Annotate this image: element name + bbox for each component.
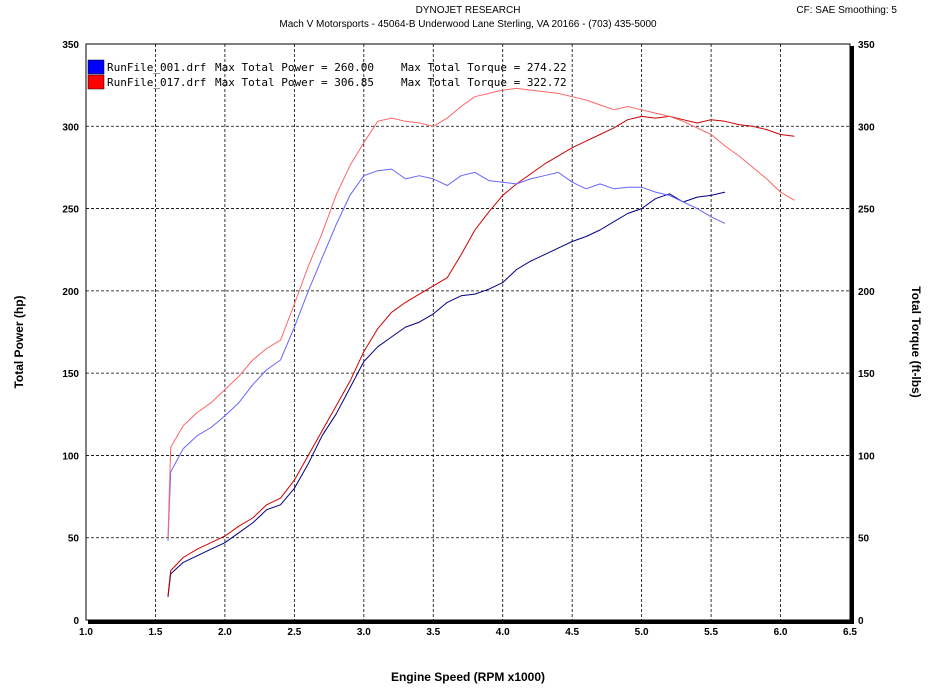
x-tick-label-6: 4.0 (496, 627, 510, 638)
x-tick-label-7: 4.5 (565, 627, 579, 638)
legend-file-run001: RunFile_001.drf (107, 61, 206, 74)
x-tick-label-3: 2.5 (287, 627, 301, 638)
y-tick-label-right-6: 300 (858, 122, 875, 133)
y-tick-label-left-2: 100 (62, 451, 79, 462)
legend-power-run001: Max Total Power = 260.00 (215, 61, 374, 74)
plot-shadow-bottom (88, 620, 854, 624)
header-settings: CF: SAE Smoothing: 5 (796, 5, 897, 16)
series-line-power-1 (167, 115, 795, 596)
y-tick-label-left-7: 350 (62, 40, 79, 51)
tick-layer: 1.0 1.5 2.0 2.5 3.0 3.5 4.0 4.5 5.0 5.5 6.0 6.50 050… (62, 40, 875, 638)
x-tick-label-5: 3.5 (426, 627, 440, 638)
y-tick-label-left-3: 150 (62, 369, 79, 380)
y-tick-label-right-7: 350 (858, 40, 875, 51)
x-tick-label-2: 2.0 (218, 627, 232, 638)
legend: RunFile_001.drf Max Total Power = 260.00… (87, 59, 567, 90)
legend-torque-run001: Max Total Torque = 274.22 (401, 61, 567, 74)
legend-file-run017: RunFile_017.drf (107, 76, 206, 89)
x-tick-label-9: 5.5 (704, 627, 718, 638)
grid-layer (86, 44, 850, 620)
x-tick-label-0: 1.0 (79, 627, 93, 638)
legend-power-run017: Max Total Power = 306.85 (215, 76, 374, 89)
series-line-power-0 (167, 191, 726, 598)
y-tick-label-left-4: 200 (62, 287, 79, 298)
series-line-torque-2 (167, 168, 726, 542)
legend-swatch-run017 (87, 74, 105, 90)
y-axis-right-title: Total Torque (ft-lbs) (909, 286, 923, 398)
y-tick-label-right-1: 50 (858, 534, 870, 545)
plot-shadow-right (850, 46, 854, 622)
x-axis-title: Engine Speed (RPM x1000) (391, 670, 545, 684)
series-line-torque-3 (167, 87, 795, 538)
x-tick-label-1: 1.5 (149, 627, 163, 638)
legend-torque-run017: Max Total Torque = 322.72 (401, 76, 567, 89)
header-subtitle: Mach V Motorsports - 45064-B Underwood L… (279, 19, 657, 30)
x-tick-label-4: 3.0 (357, 627, 371, 638)
header-title: DYNOJET RESEARCH (416, 5, 521, 16)
y-tick-label-left-0: 0 (73, 616, 79, 627)
y-axis-left-title: Total Power (hp) (12, 295, 26, 388)
y-tick-label-right-4: 200 (858, 287, 875, 298)
x-tick-label-10: 6.0 (774, 627, 788, 638)
y-tick-label-left-6: 300 (62, 122, 79, 133)
y-tick-label-right-0: 0 (858, 616, 864, 627)
series-layer (167, 87, 795, 598)
y-tick-label-left-1: 50 (68, 534, 80, 545)
y-tick-label-left-5: 250 (62, 205, 79, 216)
plot-area (85, 43, 851, 621)
y-tick-label-right-3: 150 (858, 369, 875, 380)
y-tick-label-right-5: 250 (858, 205, 875, 216)
x-tick-label-8: 5.0 (635, 627, 649, 638)
y-tick-label-right-2: 100 (858, 451, 875, 462)
legend-swatch-run001 (87, 59, 105, 75)
x-tick-label-11: 6.5 (843, 627, 857, 638)
